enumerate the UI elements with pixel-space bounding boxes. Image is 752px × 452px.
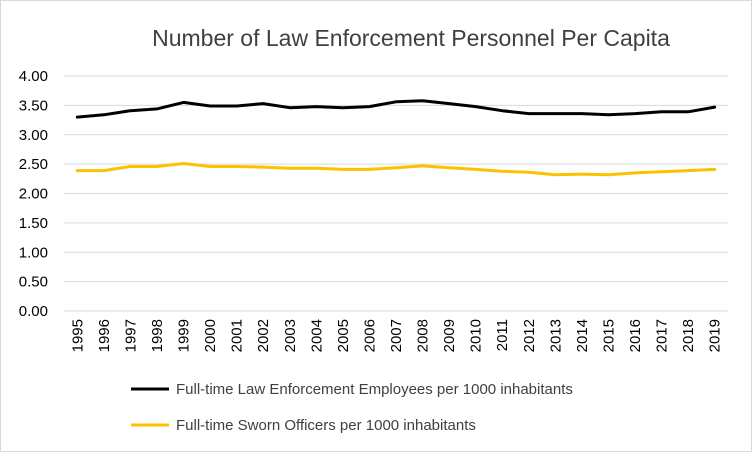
x-tick-label: 1997 [122, 319, 139, 352]
x-tick-label: 2006 [361, 319, 378, 352]
legend-label-1: Full-time Law Enforcement Employees per … [176, 381, 573, 398]
x-tick-label: 1999 [176, 319, 193, 352]
x-tick-label: 1998 [149, 319, 166, 352]
x-tick-label: 2001 [229, 319, 246, 352]
y-tick-label: 0.00 [19, 303, 48, 320]
x-tick-label: 2009 [441, 319, 458, 352]
legend: Full-time Law Enforcement Employees per … [131, 381, 573, 434]
x-tick-label: 2017 [654, 319, 671, 352]
x-tick-label: 2002 [255, 319, 272, 352]
x-tick-label: 2008 [415, 319, 432, 352]
grid-lines [64, 75, 728, 312]
y-tick-label: 0.50 [19, 274, 48, 291]
chart-title: Number of Law Enforcement Personnel Per … [152, 25, 670, 51]
x-tick-label: 2000 [202, 319, 219, 352]
x-tick-label: 2016 [627, 319, 644, 352]
series-lines [75, 99, 717, 177]
y-tick-label: 1.00 [19, 244, 48, 261]
x-tick-label: 1995 [69, 319, 86, 352]
x-tick-label: 2015 [600, 319, 617, 352]
legend-label-2: Full-time Sworn Officers per 1000 inhabi… [176, 417, 476, 434]
y-tick-label: 1.50 [19, 215, 48, 232]
x-tick-label: 2003 [282, 319, 299, 352]
y-tick-label: 3.50 [19, 97, 48, 114]
x-tick-label: 2018 [680, 319, 697, 352]
series-line-1 [75, 99, 717, 119]
x-axis-ticks: 1995 1996 1997 1998 1999 2000 2001 2002 2003 2004… [69, 319, 723, 352]
x-tick-label: 1996 [96, 319, 113, 352]
x-tick-label: 2013 [547, 319, 564, 352]
x-tick-label: 2019 [707, 319, 724, 352]
y-tick-label: 3.00 [19, 127, 48, 144]
series-line-2 [75, 162, 717, 177]
x-tick-label: 2011 [494, 319, 511, 351]
y-tick-label: 2.50 [19, 156, 48, 173]
x-tick-label: 2004 [308, 319, 325, 352]
x-tick-label: 2014 [574, 319, 591, 352]
x-tick-label: 2010 [468, 319, 485, 352]
x-tick-label: 2012 [521, 319, 538, 352]
x-tick-label: 2005 [335, 319, 352, 352]
y-tick-label: 2.00 [19, 186, 48, 203]
y-tick-label: 4.00 [19, 68, 48, 85]
y-axis-ticks: 0.00 0.50 1.00 1.50 2.00 2.50 3.00 3.50 4.00 [19, 68, 48, 320]
x-tick-label: 2007 [388, 319, 405, 352]
